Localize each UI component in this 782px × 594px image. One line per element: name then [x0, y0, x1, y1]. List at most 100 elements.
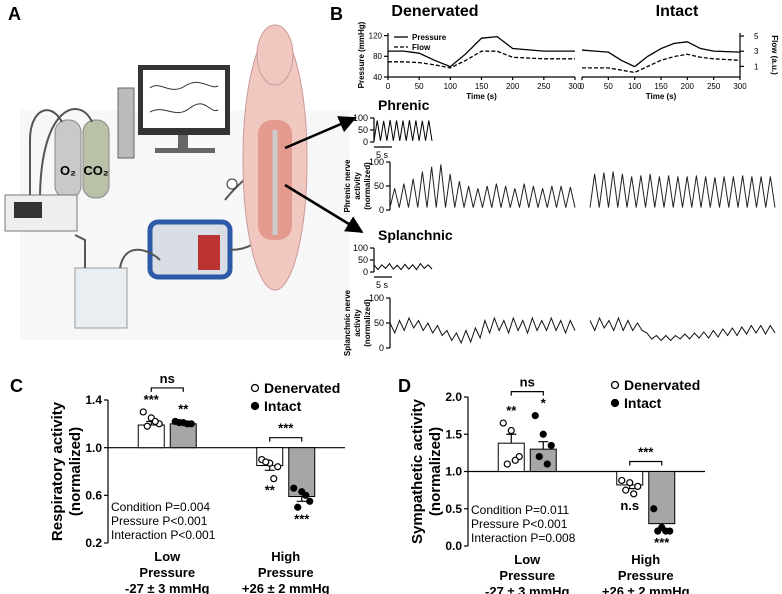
y-tick-label: 0 — [363, 267, 368, 277]
stats-text: Interaction P<0.001 — [111, 528, 216, 542]
trace — [373, 119, 433, 141]
x-tick-label: -27 ± 3 mmHg — [485, 584, 569, 594]
arrow — [284, 116, 357, 150]
y-axis-label: (normalized) — [427, 427, 444, 516]
y-axis-label: Phrenic nerve — [343, 159, 352, 212]
bar — [648, 471, 676, 525]
x-axis-label: Time (s) — [466, 92, 497, 101]
stats-text: Pressure P<0.001 — [111, 514, 208, 528]
x-tick-label: 200 — [506, 82, 520, 91]
data-point — [622, 486, 630, 494]
scale-bar-label: 5 s — [376, 280, 389, 290]
y-axis-label: Splanchnic nerve — [343, 289, 352, 356]
y-tick-label: 0 — [379, 205, 384, 215]
y-tick-label: 50 — [374, 318, 384, 328]
error-bar — [506, 433, 517, 444]
comparison-bracket — [150, 387, 184, 392]
significance-label: ** — [265, 483, 276, 498]
gas-label: O₂ — [60, 163, 76, 178]
y-tick-label: 0 — [379, 343, 384, 353]
significance-label: *** — [654, 535, 670, 550]
y-tick-label: 40 — [373, 73, 382, 82]
y-tick-label: 1.0 — [85, 441, 102, 455]
comparison-bracket — [510, 391, 544, 396]
data-point — [151, 417, 159, 426]
comparison-label: ns — [520, 375, 535, 390]
trace — [389, 316, 576, 345]
y-tick-label: 0 — [363, 137, 368, 147]
comparison-bracket — [629, 460, 663, 466]
data-point — [662, 527, 670, 535]
data-point — [503, 460, 511, 468]
x-tick-label: 150 — [475, 82, 489, 91]
y-axis-label: Sympathetic activity — [409, 398, 426, 544]
significance-label: ** — [506, 403, 517, 418]
data-point — [499, 419, 507, 427]
column-title: Denervated — [391, 3, 478, 20]
series-line — [388, 35, 575, 68]
x-tick-label: 50 — [415, 82, 424, 91]
y-tick-label: 100 — [353, 243, 368, 253]
bar — [137, 424, 165, 449]
y-tick-label: 1.0 — [445, 465, 462, 479]
y2-tick-label: 3 — [754, 47, 759, 56]
data-point — [143, 422, 151, 430]
series-line — [582, 53, 741, 74]
panel-label: B — [330, 4, 343, 24]
computer-tower — [117, 87, 135, 159]
reservoir — [74, 267, 128, 329]
y-tick-label: 100 — [369, 293, 384, 303]
column-title: Intact — [656, 3, 699, 20]
arrow — [284, 183, 364, 234]
x-tick-label: +26 ± 2 mmHg — [602, 584, 690, 594]
comparison-label: *** — [278, 421, 294, 436]
data-point — [531, 412, 539, 420]
legend-label: Pressure — [412, 33, 447, 42]
gas-label: CO₂ — [83, 163, 109, 178]
bar — [529, 448, 557, 472]
panel-label: C — [10, 376, 23, 396]
bar — [169, 423, 197, 449]
y-tick-label: 100 — [369, 157, 384, 167]
y-tick-label: 50 — [358, 125, 368, 135]
x-tick-label: -27 ± 3 mmHg — [125, 581, 209, 594]
y-tick-label: 0.2 — [85, 536, 102, 550]
y-tick-label: 0.6 — [85, 489, 102, 503]
monitor-stand — [178, 135, 188, 149]
data-point — [139, 408, 147, 416]
series-line — [581, 41, 741, 68]
legend-marker — [610, 380, 620, 390]
monitor-screen — [143, 70, 225, 128]
tubing — [29, 107, 93, 201]
x-tick-label: 100 — [444, 82, 458, 91]
data-point — [274, 463, 282, 471]
significance-label: ** — [178, 401, 189, 416]
y-axis-label: Respiratory activity — [49, 401, 66, 541]
legend-marker — [250, 401, 260, 411]
illustration: O₂ CO₂ — [4, 24, 364, 340]
data-point — [618, 476, 626, 485]
data-point — [634, 482, 642, 490]
data-point — [262, 458, 270, 466]
y-axis-label: (normalized) — [363, 162, 372, 210]
comparison-bracket — [269, 437, 303, 442]
scale-bar-label: 5 s — [376, 150, 389, 160]
y-tick-label: 0.0 — [445, 539, 462, 553]
trace-title: Phrenic — [378, 97, 430, 113]
trace-title: Splanchnic — [378, 227, 453, 243]
x-tick-label: 250 — [537, 82, 551, 91]
error-bar — [296, 496, 307, 502]
stats-text: Pressure P<0.001 — [471, 517, 568, 531]
y-axis-label: (normalized) — [67, 427, 84, 516]
x-tick-label: 150 — [654, 82, 668, 91]
series-line — [388, 50, 575, 69]
data-point — [626, 479, 634, 487]
data-point — [650, 505, 658, 513]
x-tick-label: 50 — [604, 82, 613, 91]
data-point — [306, 497, 314, 505]
significance-label: *** — [294, 511, 310, 526]
y-tick-label: 1.4 — [85, 393, 102, 407]
stats-text: Interaction P=0.008 — [471, 531, 576, 545]
comparison-label: ns — [160, 371, 175, 386]
